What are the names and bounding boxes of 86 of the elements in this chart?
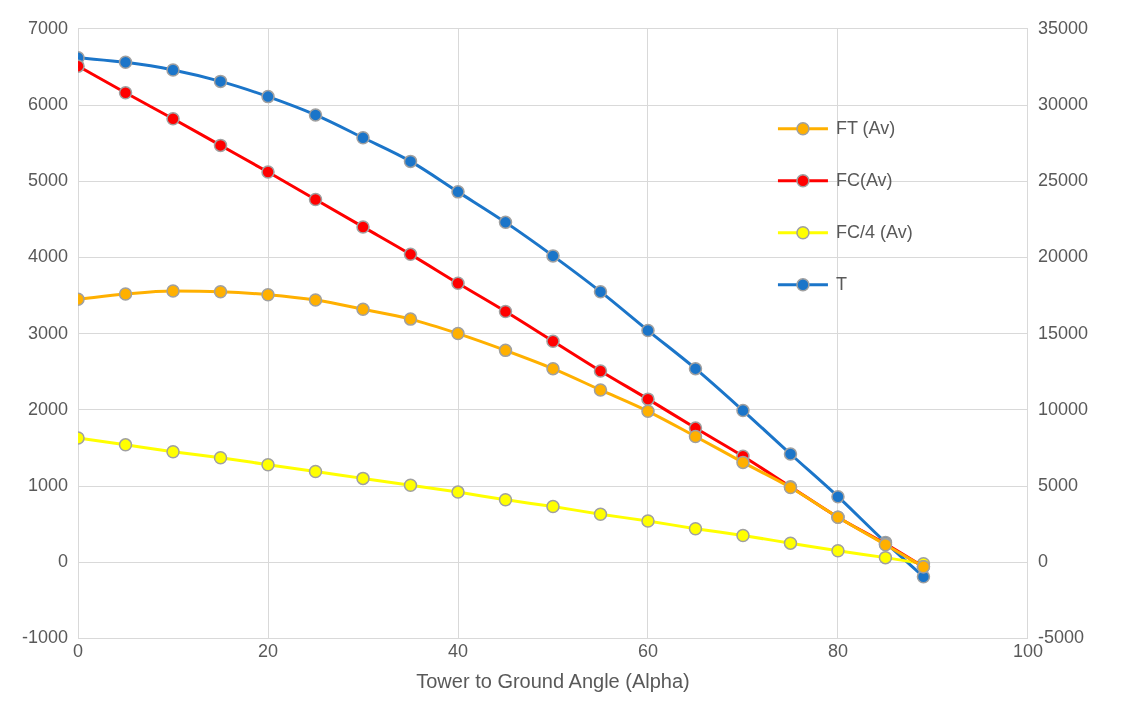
point: [403, 312, 418, 326]
point: [736, 528, 750, 543]
point: [593, 507, 608, 521]
y2-tick-label: 30000: [1037, 93, 1089, 114]
point: [261, 89, 275, 104]
point: [878, 550, 893, 565]
point: [641, 392, 655, 406]
point: [831, 544, 845, 558]
point: [451, 185, 465, 199]
legend-label: FC(Av): [835, 169, 893, 190]
point: [356, 131, 370, 145]
y2-tick-label: 5000: [1037, 474, 1078, 495]
point: [213, 451, 228, 465]
y-tick-label: 4000: [27, 246, 69, 267]
legend-label: T: [835, 273, 847, 294]
point: [213, 284, 228, 299]
point: [308, 192, 323, 207]
point: [498, 304, 513, 319]
point: [166, 111, 180, 126]
point: [641, 404, 655, 419]
point: [736, 403, 750, 418]
point: [783, 447, 798, 461]
point: [688, 521, 703, 536]
point: [831, 489, 845, 504]
point: [118, 438, 133, 452]
x-tick-label: 0: [73, 641, 84, 662]
point: [166, 444, 180, 459]
y2-tick-label: 0: [1037, 551, 1048, 572]
point: [213, 74, 228, 89]
y-tick-label: 7000: [27, 17, 69, 38]
point: [261, 287, 275, 302]
point: [546, 334, 560, 348]
point: [403, 247, 418, 262]
point: [356, 302, 370, 316]
point: [451, 326, 465, 341]
point: [641, 323, 655, 338]
point: [403, 154, 418, 169]
point: [593, 364, 608, 378]
point: [498, 343, 513, 358]
point: [166, 284, 180, 298]
y-tick-label: 1000: [27, 474, 69, 495]
point: [593, 284, 608, 299]
point: [498, 215, 513, 230]
y2-tick-label: 35000: [1037, 17, 1089, 38]
y-tick-label: -1000: [21, 627, 69, 648]
y2-tick-label: 20000: [1037, 246, 1089, 267]
point: [451, 276, 465, 291]
point: [451, 485, 465, 499]
point: [118, 86, 133, 100]
point: [403, 478, 418, 492]
y-tick-label: 3000: [27, 322, 69, 343]
point: [213, 138, 228, 153]
point: [736, 455, 750, 470]
x-tick-label: 20: [258, 641, 279, 662]
point: [261, 165, 275, 179]
legend-label: FT (Av): [835, 117, 896, 138]
point: [498, 492, 513, 507]
y-tick-label: 6000: [27, 93, 69, 114]
y2-tick-label: 10000: [1037, 398, 1089, 419]
point: [546, 249, 560, 263]
x-tick-label: 40: [447, 641, 469, 662]
point: [118, 55, 133, 70]
point: [356, 220, 370, 234]
point: [593, 383, 608, 397]
y-tick-label: 0: [58, 551, 69, 572]
y2-tick-label: 25000: [1037, 170, 1089, 191]
y-tick-label: 5000: [27, 170, 69, 191]
point: [118, 287, 133, 301]
point: [356, 471, 370, 486]
y-tick-label: 2000: [27, 398, 69, 419]
point: [783, 536, 798, 550]
x-axis-title: Tower to Ground Angle (Alpha): [416, 669, 690, 692]
y2-tick-label: 15000: [1037, 322, 1089, 343]
point: [688, 429, 703, 444]
point: [308, 108, 323, 122]
x-tick-label: 80: [827, 641, 848, 662]
point: [641, 514, 655, 528]
point: [308, 293, 323, 307]
point: [688, 361, 703, 376]
point: [546, 361, 560, 376]
point: [546, 499, 560, 514]
legend-label: FC/4 (Av): [835, 221, 913, 242]
x-tick-label: 60: [637, 641, 658, 662]
point: [166, 63, 180, 77]
point: [308, 464, 323, 479]
point: [261, 457, 275, 472]
